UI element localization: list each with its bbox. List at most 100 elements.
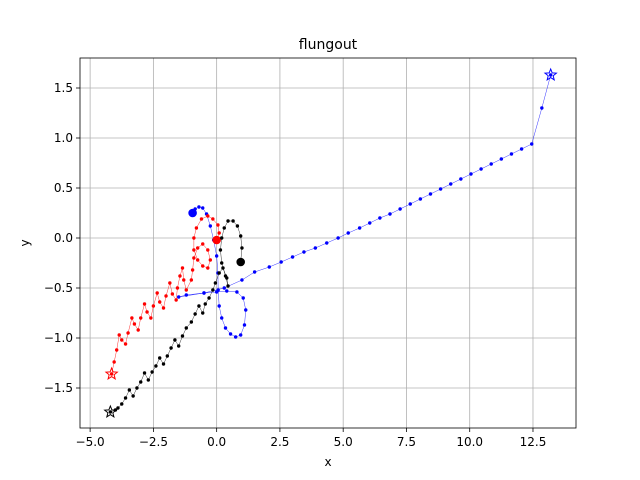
series-2-point <box>173 338 177 342</box>
series-1-line <box>111 215 220 375</box>
x-tick-label: −5.0 <box>76 435 105 449</box>
series-2-point <box>120 402 124 406</box>
series-2-point <box>108 410 113 414</box>
series-0-point <box>428 192 433 196</box>
series-0-point <box>313 246 318 250</box>
series-2-point <box>150 370 154 374</box>
x-tick-label: 7.5 <box>397 435 416 449</box>
series-1-point <box>175 286 180 290</box>
series-0 <box>176 67 558 339</box>
series-1-point <box>139 316 143 320</box>
series-2-point <box>226 219 230 223</box>
series-2-point <box>221 266 225 270</box>
series-2-point <box>217 271 221 275</box>
series-0-point <box>499 157 504 161</box>
y-tick-label: 1.5 <box>54 81 73 95</box>
series-1-point <box>195 246 200 250</box>
series-1-point <box>120 338 124 342</box>
series-2-point <box>135 386 139 390</box>
series-2-point <box>240 246 244 250</box>
series-2-point <box>218 248 223 252</box>
series-0-point <box>398 207 402 211</box>
series-0-point <box>240 278 244 282</box>
series-1-point <box>117 333 121 337</box>
series-2-point <box>158 356 162 360</box>
series-1-point <box>206 214 210 218</box>
series-0-point <box>378 216 382 220</box>
series-0-point <box>336 236 340 240</box>
series-0-point <box>357 226 362 230</box>
series-2-point <box>176 344 181 348</box>
series-1-point <box>149 316 153 320</box>
x-axis-label: x <box>324 455 331 469</box>
series-0-point <box>197 205 201 209</box>
series-1-point <box>189 278 194 282</box>
series-2-point <box>180 334 185 338</box>
series-0-point <box>220 316 224 320</box>
series-1-start-marker <box>212 235 221 245</box>
series-2-point <box>139 380 143 384</box>
series-2-point <box>211 288 215 292</box>
series-0-point <box>228 332 233 336</box>
x-tick-label: 10.0 <box>456 435 483 449</box>
series-2-point <box>116 406 120 410</box>
series-0-point <box>252 270 257 274</box>
series-1-point <box>201 242 205 246</box>
axis-ticks: −5.0 −2.5 0.0 2.5 5.0 7.5 10.0 12.5 −1.5 −1.0 −0.5… <box>44 81 546 449</box>
series-0-point <box>235 290 239 294</box>
series-0-point <box>479 167 483 171</box>
series-1-point <box>112 360 116 364</box>
series-1-point <box>151 304 156 308</box>
series-2-end-star-marker <box>103 404 118 418</box>
x-tick-label: 0.0 <box>207 435 226 449</box>
series-1-point <box>168 281 172 285</box>
series-2-point <box>142 371 147 375</box>
series-2-point <box>193 312 197 316</box>
series-1-point <box>170 292 175 296</box>
series-0-point <box>223 326 228 330</box>
series-0-point <box>242 323 247 327</box>
series-0-point <box>509 152 514 156</box>
series-1-point <box>158 300 162 304</box>
series-0-point <box>459 177 463 181</box>
series-0-point <box>346 231 350 235</box>
series-0-point <box>302 250 306 254</box>
series-1-point <box>192 256 196 260</box>
series-0-point <box>176 295 181 299</box>
series-1-point <box>206 248 210 252</box>
series-2-point <box>154 364 158 368</box>
series-1-point <box>132 322 137 326</box>
series-2 <box>103 219 245 418</box>
series-1-point <box>178 274 182 278</box>
grid <box>80 58 576 428</box>
series-0-point <box>222 286 226 290</box>
series-0-point <box>208 224 213 228</box>
series-2-point <box>189 320 194 324</box>
series-1-point <box>208 258 213 262</box>
series-0-point <box>418 197 423 201</box>
series-1-end-star-marker <box>104 366 119 380</box>
series-2-point <box>161 362 166 366</box>
series-1-point <box>164 294 168 298</box>
series-1-point <box>184 288 188 292</box>
series-2-point <box>220 236 224 240</box>
plot-area <box>103 67 558 418</box>
series-2-point <box>123 396 128 400</box>
y-tick-label: −1.5 <box>44 381 73 395</box>
series-0-point <box>290 255 295 259</box>
series-2-point <box>222 226 226 230</box>
series-2-point <box>201 311 205 315</box>
x-tick-label: 5.0 <box>334 435 353 449</box>
series-2-point <box>146 378 151 382</box>
series-2-point <box>235 224 240 228</box>
series-1-point <box>217 231 221 235</box>
series-0-point <box>217 304 221 308</box>
y-tick-label: 0.0 <box>54 231 73 245</box>
series-2-point <box>169 346 173 350</box>
series-0-point <box>469 172 473 176</box>
series-1-point <box>126 331 130 335</box>
series-0-point <box>225 289 229 293</box>
series-0-point <box>548 73 553 77</box>
y-axis-label: y <box>18 239 32 246</box>
